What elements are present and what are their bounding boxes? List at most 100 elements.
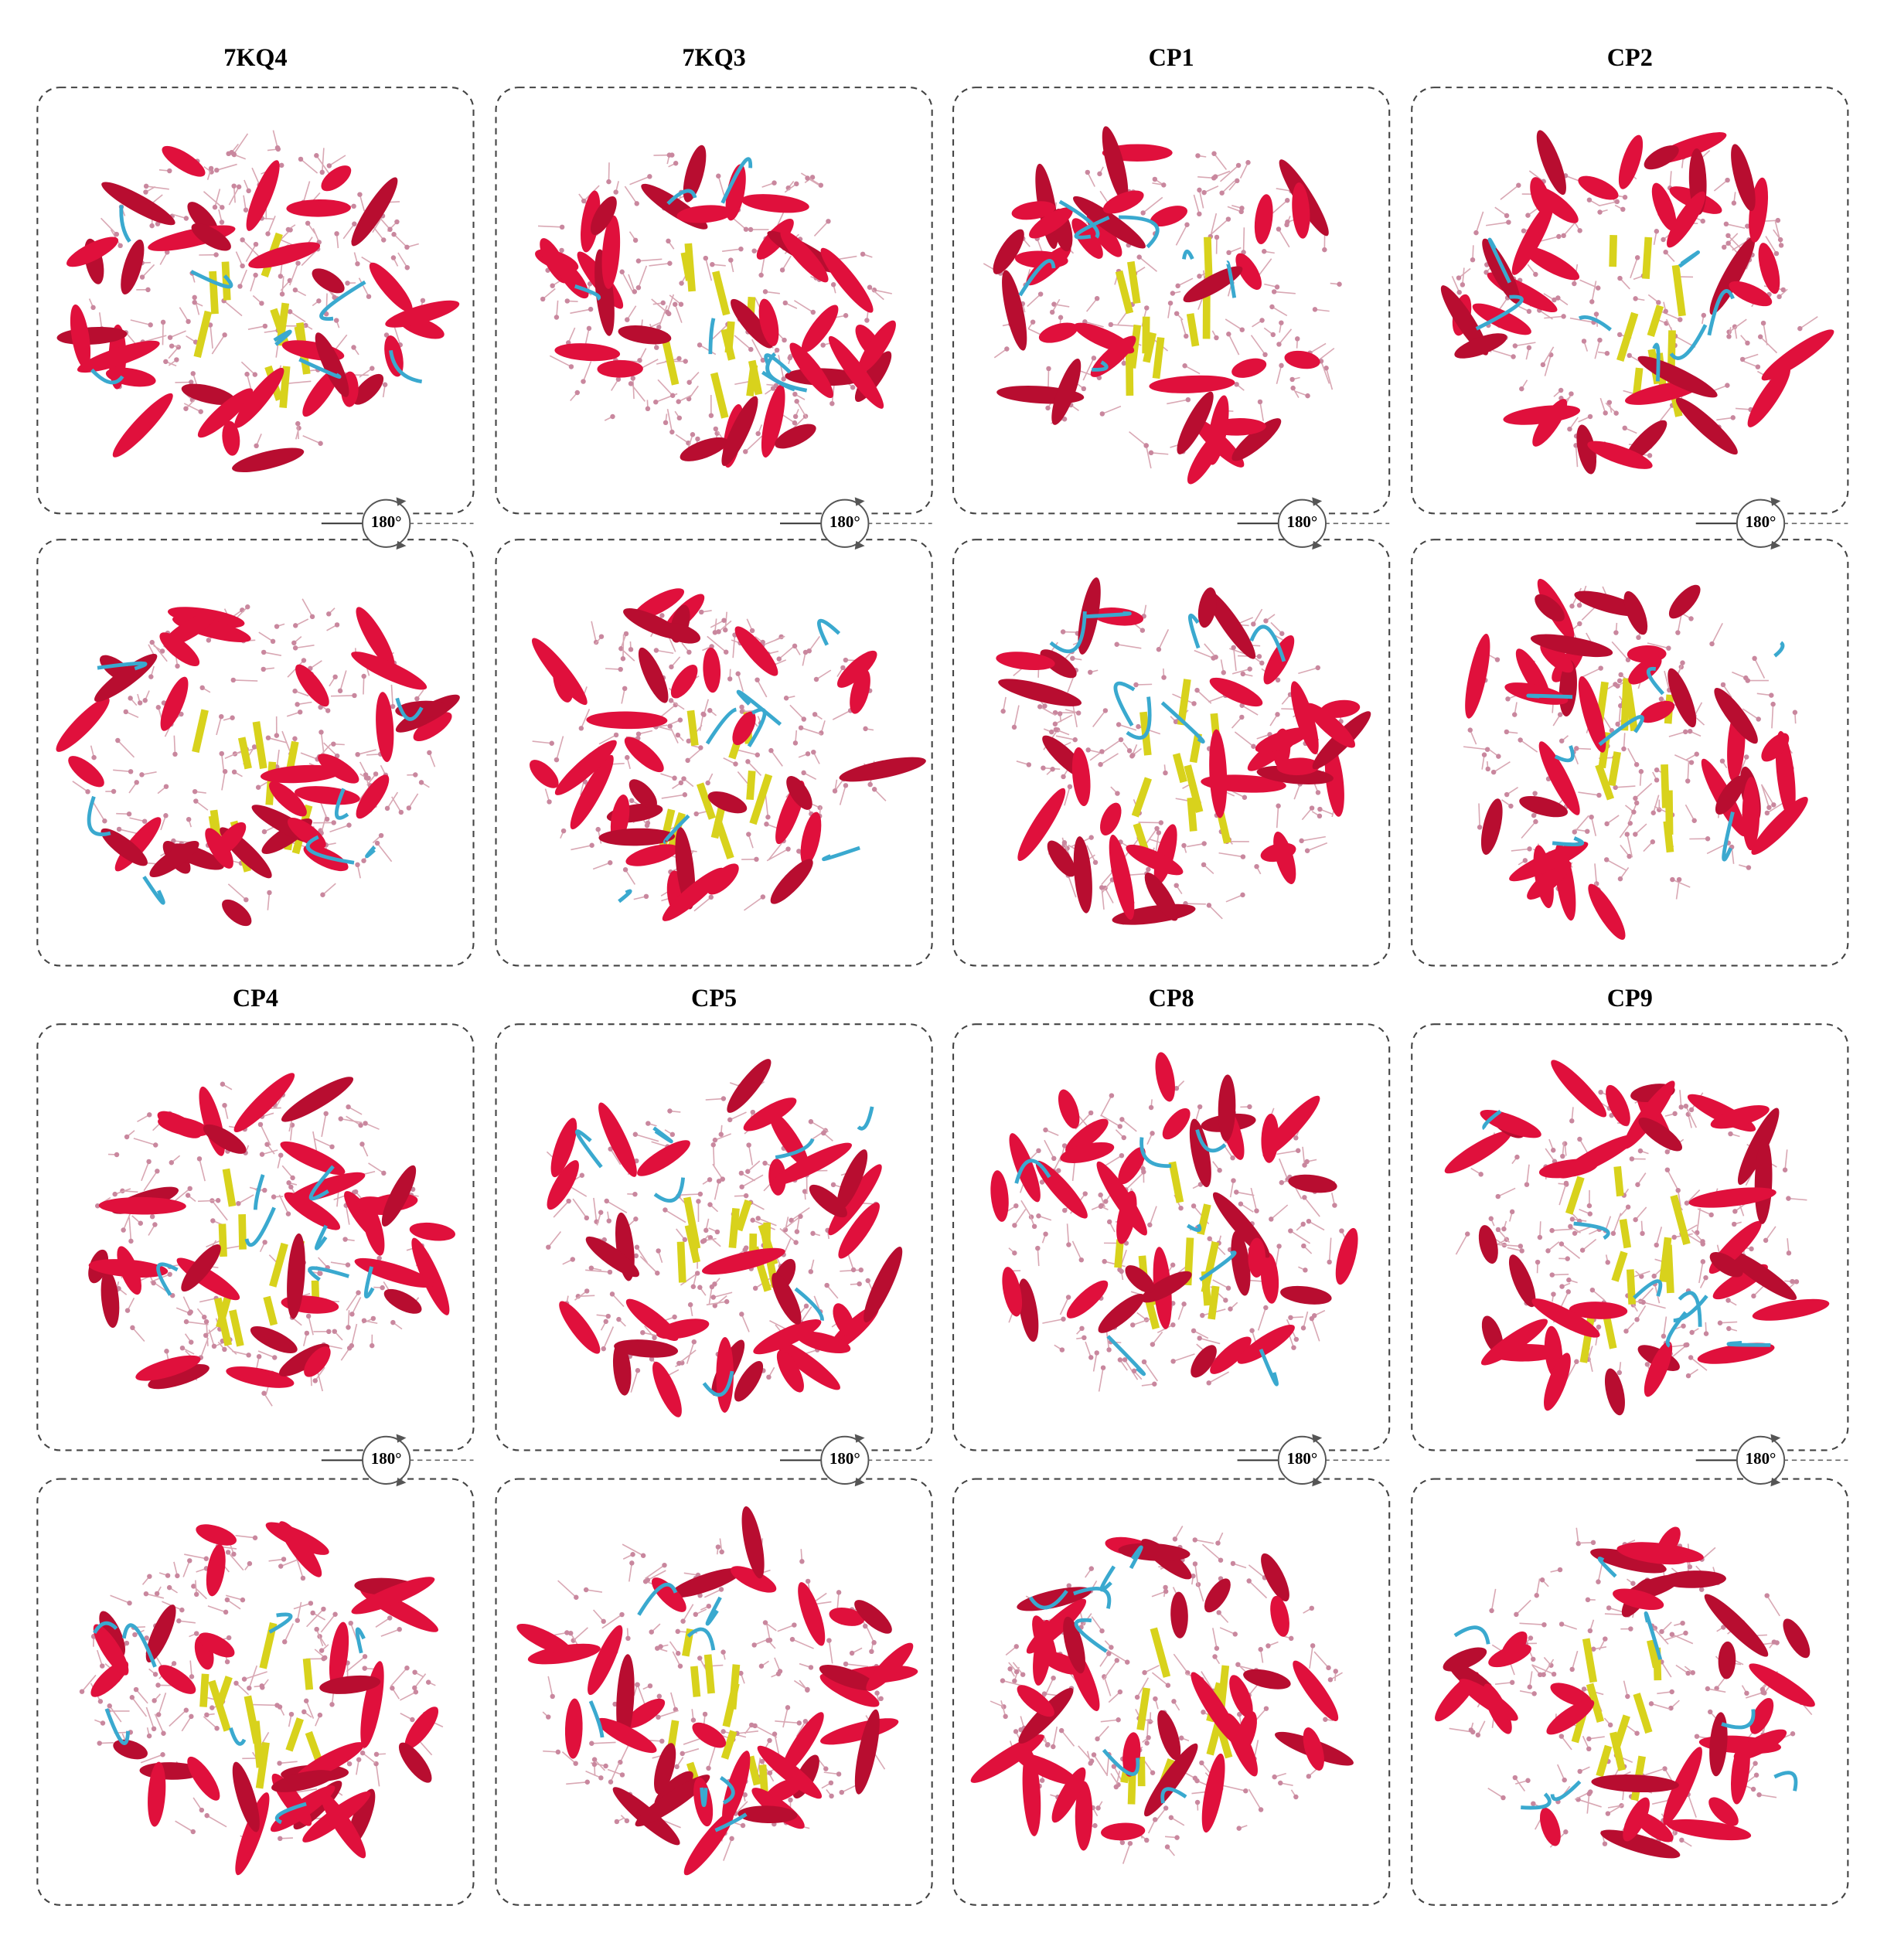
atom <box>1661 1333 1667 1339</box>
atom <box>292 287 298 293</box>
side-chain <box>1659 404 1673 422</box>
atom <box>278 1836 283 1842</box>
helix <box>1761 733 1790 762</box>
side-chain <box>775 1720 799 1724</box>
atom <box>1675 1187 1681 1193</box>
atom <box>425 1679 431 1685</box>
atom <box>1012 1251 1017 1256</box>
helix <box>796 1331 851 1354</box>
atom <box>644 822 650 829</box>
atom <box>246 188 251 194</box>
helix <box>1623 590 1648 635</box>
molecule-render <box>996 577 1371 925</box>
helix <box>1100 802 1122 835</box>
helix <box>854 1709 880 1795</box>
atom <box>1456 290 1462 295</box>
atom <box>762 1620 768 1625</box>
helix <box>158 1116 209 1137</box>
side-chain <box>768 840 785 860</box>
atom <box>353 1189 359 1195</box>
atom <box>149 223 155 229</box>
atom <box>788 1797 793 1803</box>
atom <box>675 1628 680 1635</box>
atom <box>1165 1683 1171 1688</box>
side-chain <box>267 737 288 744</box>
atom <box>1095 1805 1101 1811</box>
atom <box>1274 284 1280 290</box>
atom <box>836 1771 842 1777</box>
atom <box>361 1318 367 1323</box>
atom <box>850 385 856 390</box>
side-chain <box>1679 1090 1682 1108</box>
atom <box>615 376 622 382</box>
atom <box>1705 835 1711 842</box>
helix <box>800 812 822 866</box>
side-chain <box>330 1261 349 1266</box>
side-chain <box>1765 1226 1776 1241</box>
side-chain <box>800 172 822 186</box>
atom <box>1175 283 1180 289</box>
atom <box>314 1626 319 1632</box>
atom <box>272 1355 278 1360</box>
helix <box>1144 872 1178 921</box>
side-chain <box>1091 1616 1103 1632</box>
side-chain <box>1735 407 1751 410</box>
atom <box>874 1690 880 1696</box>
atom <box>662 1562 667 1568</box>
atom <box>164 250 170 255</box>
helix <box>1118 1147 1146 1185</box>
atom <box>1058 1727 1065 1734</box>
side-chain <box>152 641 168 662</box>
helix <box>590 196 617 235</box>
helix <box>1205 589 1256 659</box>
side-chain <box>658 1710 679 1718</box>
atom <box>1276 342 1282 347</box>
atom <box>259 1152 265 1157</box>
atom <box>1526 345 1532 351</box>
atom <box>1682 729 1688 735</box>
atom <box>1521 228 1527 233</box>
atom <box>1011 724 1017 730</box>
side-chain <box>209 325 213 349</box>
atom <box>220 1081 226 1087</box>
helix <box>597 360 643 378</box>
side-chain <box>1087 172 1095 187</box>
side-chain <box>1103 1676 1112 1696</box>
atom <box>1256 654 1262 659</box>
atom <box>1214 335 1219 341</box>
beta-strand <box>735 1199 752 1232</box>
atom <box>720 1729 726 1734</box>
atom <box>397 1626 402 1632</box>
loop <box>308 1165 335 1201</box>
atom <box>1092 859 1099 866</box>
atom <box>1147 1222 1153 1228</box>
helix <box>850 669 870 714</box>
atom <box>229 150 234 155</box>
helix <box>315 332 349 397</box>
side-chain <box>279 1761 298 1764</box>
helix <box>662 867 724 921</box>
atom <box>673 301 678 307</box>
helix <box>722 1751 751 1825</box>
atom <box>281 1557 287 1562</box>
atom <box>1152 1817 1158 1822</box>
side-chain <box>1582 667 1602 678</box>
atom <box>155 221 161 226</box>
side-chain <box>235 1683 250 1696</box>
beta-strand <box>1647 305 1664 338</box>
atom <box>285 1211 291 1216</box>
atom <box>1061 774 1066 780</box>
atom <box>1119 1268 1124 1274</box>
atom <box>1490 769 1497 775</box>
helix <box>669 1567 742 1598</box>
loop <box>700 1787 708 1808</box>
atom <box>1035 1245 1041 1251</box>
beta-strand <box>1667 330 1676 375</box>
atom <box>1156 830 1162 835</box>
side-chain <box>245 243 257 262</box>
atom <box>345 281 350 286</box>
side-chain <box>131 1327 145 1342</box>
side-chain <box>1136 683 1153 686</box>
atom <box>1700 218 1705 224</box>
atom <box>222 1346 227 1353</box>
